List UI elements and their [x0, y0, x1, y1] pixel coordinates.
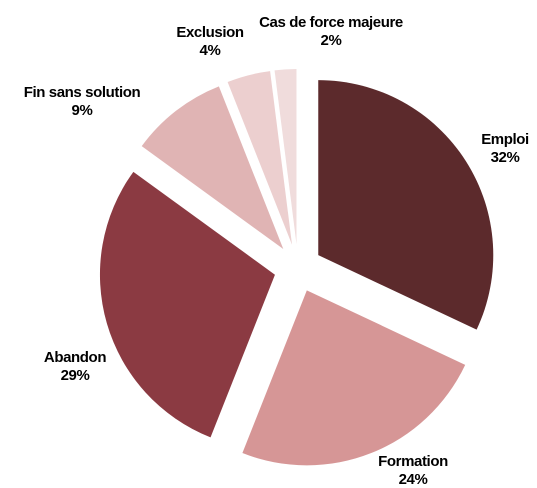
slice-value-label: 9% — [72, 102, 93, 119]
pie-slice — [242, 290, 466, 466]
slice-value-label: 32% — [491, 149, 520, 166]
slice-value-label: 29% — [61, 367, 90, 384]
pie-slice — [274, 69, 297, 245]
slice-label: Emploi — [481, 131, 529, 148]
slice-label: Formation — [378, 453, 448, 470]
slice-value-label: 24% — [399, 471, 428, 488]
slice-label: Cas de force majeure — [259, 14, 403, 31]
slice-value-label: 2% — [321, 32, 342, 49]
slice-label: Exclusion — [176, 24, 243, 41]
pie-slice — [227, 71, 293, 245]
slice-label: Abandon — [44, 349, 106, 366]
pie-slice — [318, 80, 494, 330]
slice-label: Fin sans solution — [24, 84, 141, 101]
pie-slice — [99, 171, 275, 438]
pie-slice — [141, 86, 284, 250]
slice-value-label: 4% — [200, 42, 221, 59]
